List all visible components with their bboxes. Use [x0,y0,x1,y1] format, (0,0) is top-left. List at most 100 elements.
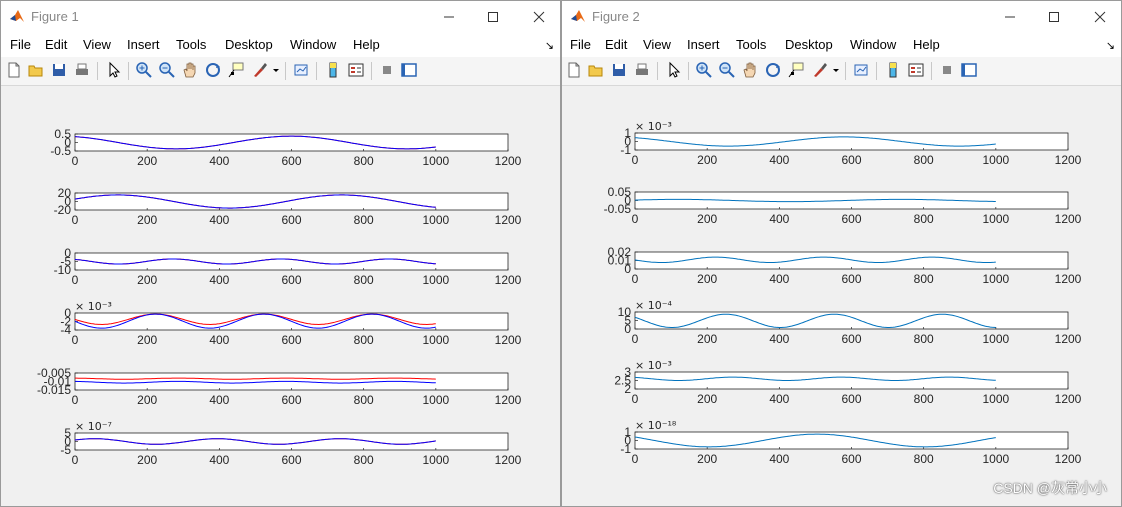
title-bar[interactable]: Figure 1 [1,1,560,33]
open-file-icon[interactable] [587,61,605,79]
close-button[interactable] [524,5,554,29]
menu-window[interactable]: Window [850,37,897,52]
zoom-out-icon[interactable] [158,61,176,79]
brush-dropdown-icon[interactable] [271,61,281,79]
x-tick-label: 1200 [1055,452,1082,466]
menu-desktop[interactable]: Desktop [785,37,833,52]
subplot-6[interactable]: 0 200 400 600 800 1000 1200 10-1 × 10⁻¹⁸ [620,419,1081,466]
zoom-in-icon[interactable] [135,61,153,79]
brush-icon[interactable] [251,61,269,79]
series-line-1 [75,377,436,380]
y-tick-label: -2 [60,315,71,329]
menu-bar: File Edit View Insert Tools Desktop Wind… [562,33,1121,57]
zoom-in-icon[interactable] [695,61,713,79]
series-line-1 [634,376,996,381]
subplot-1[interactable]: 0 200 400 600 800 1000 1200 10-1 × 10⁻³ [620,120,1081,167]
pan-hand-icon[interactable] [181,61,199,79]
data-cursor-icon[interactable] [227,61,245,79]
subplot-6[interactable]: 0 200 400 600 800 1000 1200 50-5 × 10⁻⁷ [60,420,521,467]
axes-box [74,252,509,271]
x-tick-label: 0 [632,392,639,406]
figure-2-window[interactable]: Figure 2 File Edit View Insert Tools Des… [561,0,1122,507]
zoom-out-icon[interactable] [718,61,736,79]
brush-dropdown-icon[interactable] [831,61,841,79]
x-tick-label: 0 [72,393,79,407]
dock-figure-button[interactable]: ↘ [544,40,554,52]
menu-tools[interactable]: Tools [736,37,767,52]
y-tick-label: -4 [60,323,71,337]
show-plot-tools-icon[interactable] [400,61,418,79]
figure-1-window[interactable]: Figure 1 File Edit View Insert Tools Des… [0,0,561,507]
menu-help[interactable]: Help [353,37,380,52]
menu-file[interactable]: File [570,37,591,52]
x-tick-label: 200 [697,272,717,286]
subplot-5[interactable]: 0 200 400 600 800 1000 1200 -0.005-0.01-0.015 [37,366,522,407]
minimize-icon [1005,16,1015,18]
subplot-1[interactable]: 0 200 400 600 800 1000 1200 0.50-0.5 [50,127,521,168]
hide-plot-tools-icon[interactable] [938,61,956,79]
menu-view[interactable]: View [643,37,671,52]
pointer-icon[interactable] [105,61,123,79]
x-tick-label: 800 [354,333,374,347]
legend-icon[interactable] [347,61,365,79]
data-cursor-icon[interactable] [787,61,805,79]
x-tick-label: 200 [137,393,157,407]
print-icon[interactable] [633,61,651,79]
legend-icon[interactable] [907,61,925,79]
series-line-2 [74,313,436,329]
menu-edit[interactable]: Edit [605,37,628,52]
pointer-icon[interactable] [665,61,683,79]
new-figure-icon[interactable] [565,61,583,79]
x-tick-label: 400 [769,272,789,286]
pan-hand-icon[interactable] [741,61,759,79]
x-tick-label: 800 [354,393,374,407]
x-tick-label: 1200 [495,154,522,168]
menu-insert[interactable]: Insert [687,37,720,52]
menu-desktop[interactable]: Desktop [225,37,273,52]
open-file-icon[interactable] [27,61,45,79]
show-plot-tools-icon[interactable] [960,61,978,79]
menu-view[interactable]: View [83,37,111,52]
subplot-5[interactable]: 0 200 400 600 800 1000 1200 32.52 × 10⁻³ [614,359,1081,406]
colorbar-icon[interactable] [324,61,342,79]
link-plot-icon[interactable] [292,61,310,79]
dock-figure-button[interactable]: ↘ [1105,40,1115,52]
brush-icon[interactable] [811,61,829,79]
maximize-button[interactable] [1039,5,1069,29]
colorbar-icon[interactable] [884,61,902,79]
menu-insert[interactable]: Insert [127,37,160,52]
save-icon[interactable] [50,61,68,79]
x-tick-label: 1200 [495,213,522,227]
subplot-3[interactable]: 0 200 400 600 800 1000 1200 0-5-10 [54,246,522,287]
print-icon[interactable] [73,61,91,79]
menu-edit[interactable]: Edit [45,37,68,52]
title-bar[interactable]: Figure 2 [562,1,1121,33]
close-button[interactable] [1085,5,1115,29]
menu-help[interactable]: Help [913,37,940,52]
menu-tools[interactable]: Tools [176,37,207,52]
rotate-3d-icon[interactable] [204,61,222,79]
minimize-button[interactable] [434,5,464,29]
x-tick-label: 0 [632,212,639,226]
y-tick-label: 0 [64,195,71,209]
rotate-3d-icon[interactable] [764,61,782,79]
menu-file[interactable]: File [10,37,31,52]
y-tick-label: 2.5 [614,374,631,388]
hide-plot-tools-icon[interactable] [378,61,396,79]
axes-box [74,192,509,211]
subplot-2[interactable]: 0 200 400 600 800 1000 1200 0.050-0.05 [604,185,1082,226]
subplot-4[interactable]: 0 200 400 600 800 1000 1200 0-2-4 × 10⁻³ [60,300,521,347]
y-tick-label: 0 [64,136,71,150]
maximize-icon [488,12,498,22]
maximize-button[interactable] [478,5,508,29]
minimize-button[interactable] [995,5,1025,29]
save-icon[interactable] [610,61,628,79]
new-figure-icon[interactable] [5,61,23,79]
link-plot-icon[interactable] [852,61,870,79]
subplot-3[interactable]: 0 200 400 600 800 1000 1200 0.020.010 [608,245,1082,286]
menu-window[interactable]: Window [290,37,337,52]
axes-box [634,132,1069,151]
x-tick-label: 0 [72,154,79,168]
